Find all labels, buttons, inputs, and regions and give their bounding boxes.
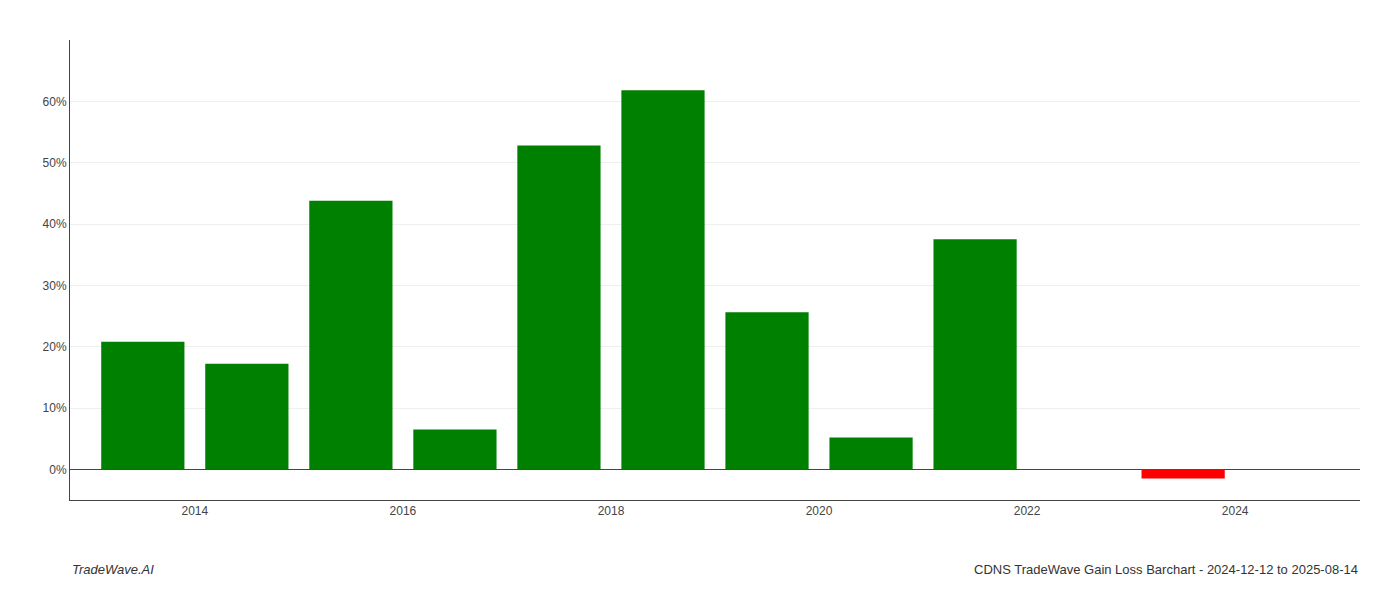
svg-text:2016: 2016 — [390, 504, 417, 518]
svg-text:2022: 2022 — [1014, 504, 1041, 518]
svg-text:2014: 2014 — [181, 504, 208, 518]
svg-text:TradeWave.AI: TradeWave.AI — [72, 562, 154, 577]
svg-text:40%: 40% — [43, 217, 67, 231]
svg-text:2024: 2024 — [1222, 504, 1249, 518]
svg-text:30%: 30% — [43, 279, 67, 293]
svg-text:20%: 20% — [43, 340, 67, 354]
svg-text:2020: 2020 — [806, 504, 833, 518]
svg-text:10%: 10% — [43, 401, 67, 415]
svg-text:60%: 60% — [43, 95, 67, 109]
svg-text:50%: 50% — [43, 156, 67, 170]
svg-text:0%: 0% — [49, 463, 67, 477]
svg-text:2018: 2018 — [598, 504, 625, 518]
svg-text:CDNS TradeWave Gain Loss Barch: CDNS TradeWave Gain Loss Barchart - 2024… — [974, 562, 1358, 577]
